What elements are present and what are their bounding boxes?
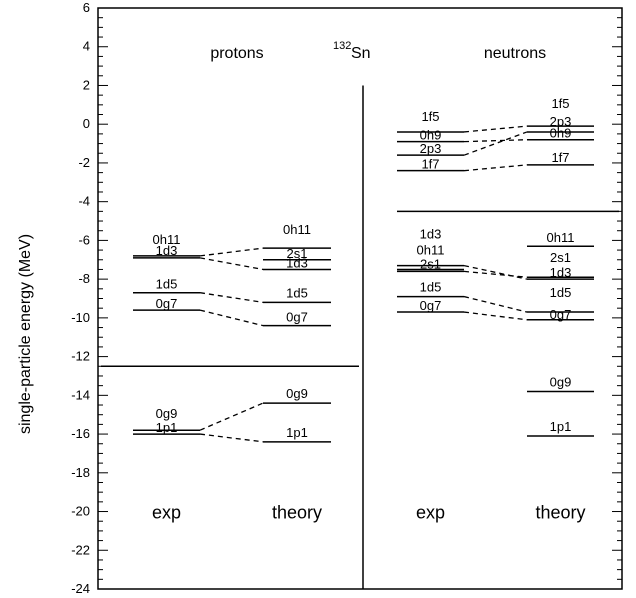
- neutrons-title: neutrons: [484, 45, 546, 62]
- connection-line: [199, 402, 264, 431]
- level-label: 1d3: [420, 227, 442, 242]
- connection-line: [199, 433, 264, 443]
- n-exp-column-label: exp: [416, 503, 445, 523]
- level-label: 1f5: [421, 109, 439, 124]
- level-label: 1f7: [421, 157, 439, 172]
- level-label: 1d3: [156, 243, 178, 258]
- level-label: 2p3: [550, 114, 572, 129]
- y-tick-label: -20: [71, 504, 90, 519]
- y-tick-label: -8: [78, 271, 90, 286]
- y-tick-label: -24: [71, 581, 90, 596]
- connection-line: [463, 295, 528, 313]
- level-label: 1p1: [286, 425, 308, 440]
- level-label: 1p1: [550, 419, 572, 434]
- connection-line: [199, 247, 264, 257]
- connection-line: [463, 311, 528, 321]
- connection-line: [463, 139, 528, 143]
- y-tick-label: -2: [78, 155, 90, 170]
- level-label: 1p1: [156, 420, 178, 435]
- level-label: 0g7: [156, 296, 178, 311]
- level-label: 1d5: [286, 285, 308, 300]
- y-tick-label: -22: [71, 542, 90, 557]
- level-label: 2s1: [550, 250, 571, 265]
- y-tick-label: -14: [71, 387, 90, 402]
- y-tick-label: 4: [83, 39, 90, 54]
- level-label: 1d3: [550, 265, 572, 280]
- level-label: 2s1: [287, 246, 308, 261]
- connection-line: [463, 270, 528, 278]
- protons-title: protons: [210, 45, 263, 62]
- y-tick-label: -12: [71, 349, 90, 364]
- y-tick-label: -6: [78, 232, 90, 247]
- level-label: 0h9: [420, 128, 442, 143]
- level-label: 1d5: [420, 280, 442, 295]
- level-label: 0h11: [153, 232, 181, 247]
- connection-line: [463, 264, 528, 280]
- y-tick-label: -18: [71, 465, 90, 480]
- level-label: 0h9: [550, 126, 572, 141]
- y-tick-label: 6: [83, 0, 90, 15]
- level-label: 0g9: [156, 406, 178, 421]
- level-label: 0g7: [550, 307, 572, 322]
- level-label: 2s1: [420, 256, 441, 271]
- connections-layer: [199, 125, 528, 443]
- level-label: 1f5: [551, 96, 569, 111]
- labels-layer: protonsexp0h111d31d50g70g91p1theory0h112…: [152, 45, 586, 523]
- nucleus-symbol: Sn: [351, 45, 371, 62]
- y-tick-label: -4: [78, 194, 90, 209]
- level-label: 0h11: [283, 222, 311, 237]
- y-axis-title: single-particle energy (MeV): [17, 234, 34, 434]
- p-theory-column-label: theory: [272, 503, 322, 523]
- connection-line: [463, 164, 528, 172]
- nucleus-label: 132 Sn: [333, 40, 371, 62]
- level-label: 0h11: [547, 230, 575, 245]
- level-label: 0h11: [417, 242, 445, 257]
- level-label: 0g7: [420, 298, 442, 313]
- n-theory-column-label: theory: [535, 503, 585, 523]
- y-tick-label: 2: [83, 77, 90, 92]
- level-label: 1d5: [156, 277, 178, 292]
- nucleus-mass-number: 132: [333, 40, 351, 52]
- connection-line: [199, 257, 264, 271]
- level-label: 1d5: [550, 285, 572, 300]
- level-label: 1d3: [286, 255, 308, 270]
- level-label: 1f7: [551, 150, 569, 165]
- connection-line: [199, 292, 264, 304]
- levels-layer: [101, 125, 619, 443]
- y-tick-label: 0: [83, 116, 90, 131]
- p-exp-column-label: exp: [152, 503, 181, 523]
- y-tick-label: -10: [71, 310, 90, 325]
- level-label: 2p3: [420, 141, 442, 156]
- level-label: 0g9: [550, 374, 572, 389]
- level-label: 0g7: [286, 310, 308, 325]
- connection-line: [463, 131, 528, 156]
- level-label: 0g9: [286, 386, 308, 401]
- y-tick-label: -16: [71, 426, 90, 441]
- connection-line: [199, 309, 264, 327]
- axis-ticks: 6 4 2 0 -2 -4 -6 -8 -10 -12 -14 -16 -18 -20 -22 -24: [71, 0, 622, 596]
- connection-line: [463, 125, 528, 133]
